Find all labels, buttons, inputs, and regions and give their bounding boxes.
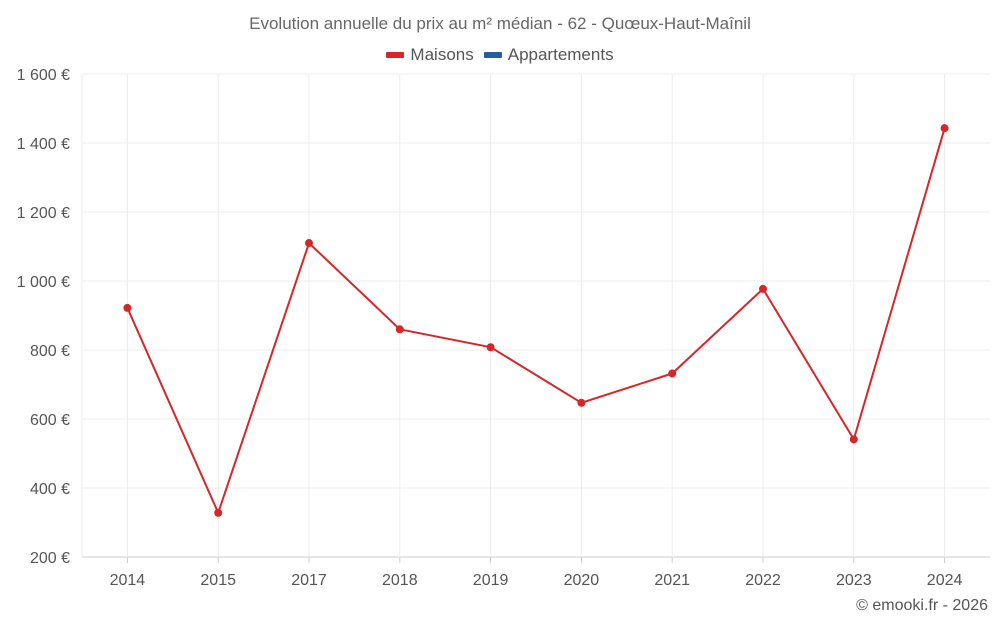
y-tick-label: 600 € <box>30 412 70 429</box>
legend-item-maisons[interactable]: Maisons <box>386 45 474 65</box>
y-tick-label: 1 000 € <box>17 274 70 291</box>
data-point <box>759 284 767 293</box>
legend-swatch-maisons <box>386 52 405 58</box>
legend-swatch-appartements <box>483 52 502 58</box>
chart-legend: Maisons Appartements <box>0 45 1000 65</box>
data-point <box>486 343 495 352</box>
y-tick-label: 1 400 € <box>17 136 70 153</box>
x-tick-label: 2015 <box>200 572 236 589</box>
data-point <box>305 239 313 248</box>
data-point <box>123 303 132 312</box>
legend-label-appartements: Appartements <box>507 45 614 64</box>
x-tick-label: 2017 <box>291 572 327 589</box>
legend-item-appartements[interactable]: Appartements <box>483 45 614 65</box>
data-point <box>214 508 223 517</box>
x-tick-label: 2023 <box>836 572 872 589</box>
x-tick-label: 2020 <box>564 572 600 589</box>
y-tick-label: 800 € <box>30 343 70 360</box>
data-point <box>668 369 677 378</box>
y-tick-label: 1 200 € <box>17 205 70 222</box>
y-tick-label: 400 € <box>30 481 70 498</box>
data-point <box>577 398 586 407</box>
x-tick-label: 2014 <box>110 572 146 589</box>
credit-text: © emooki.fr - 2026 <box>856 597 988 614</box>
legend-label-maisons: Maisons <box>410 45 474 64</box>
data-point <box>395 325 404 334</box>
y-tick-label: 200 € <box>30 550 70 567</box>
data-point <box>849 435 858 444</box>
data-point <box>940 124 949 133</box>
x-tick-label: 2019 <box>473 572 509 589</box>
series-line-maisons <box>126 127 946 514</box>
x-tick-label: 2021 <box>654 572 690 589</box>
y-tick-label: 1 600 € <box>17 67 70 84</box>
x-tick-label: 2022 <box>745 572 781 589</box>
x-tick-label: 2018 <box>382 572 418 589</box>
chart-title: Evolution annuelle du prix au m² médian … <box>249 14 751 33</box>
x-tick-label: 2024 <box>927 572 963 589</box>
